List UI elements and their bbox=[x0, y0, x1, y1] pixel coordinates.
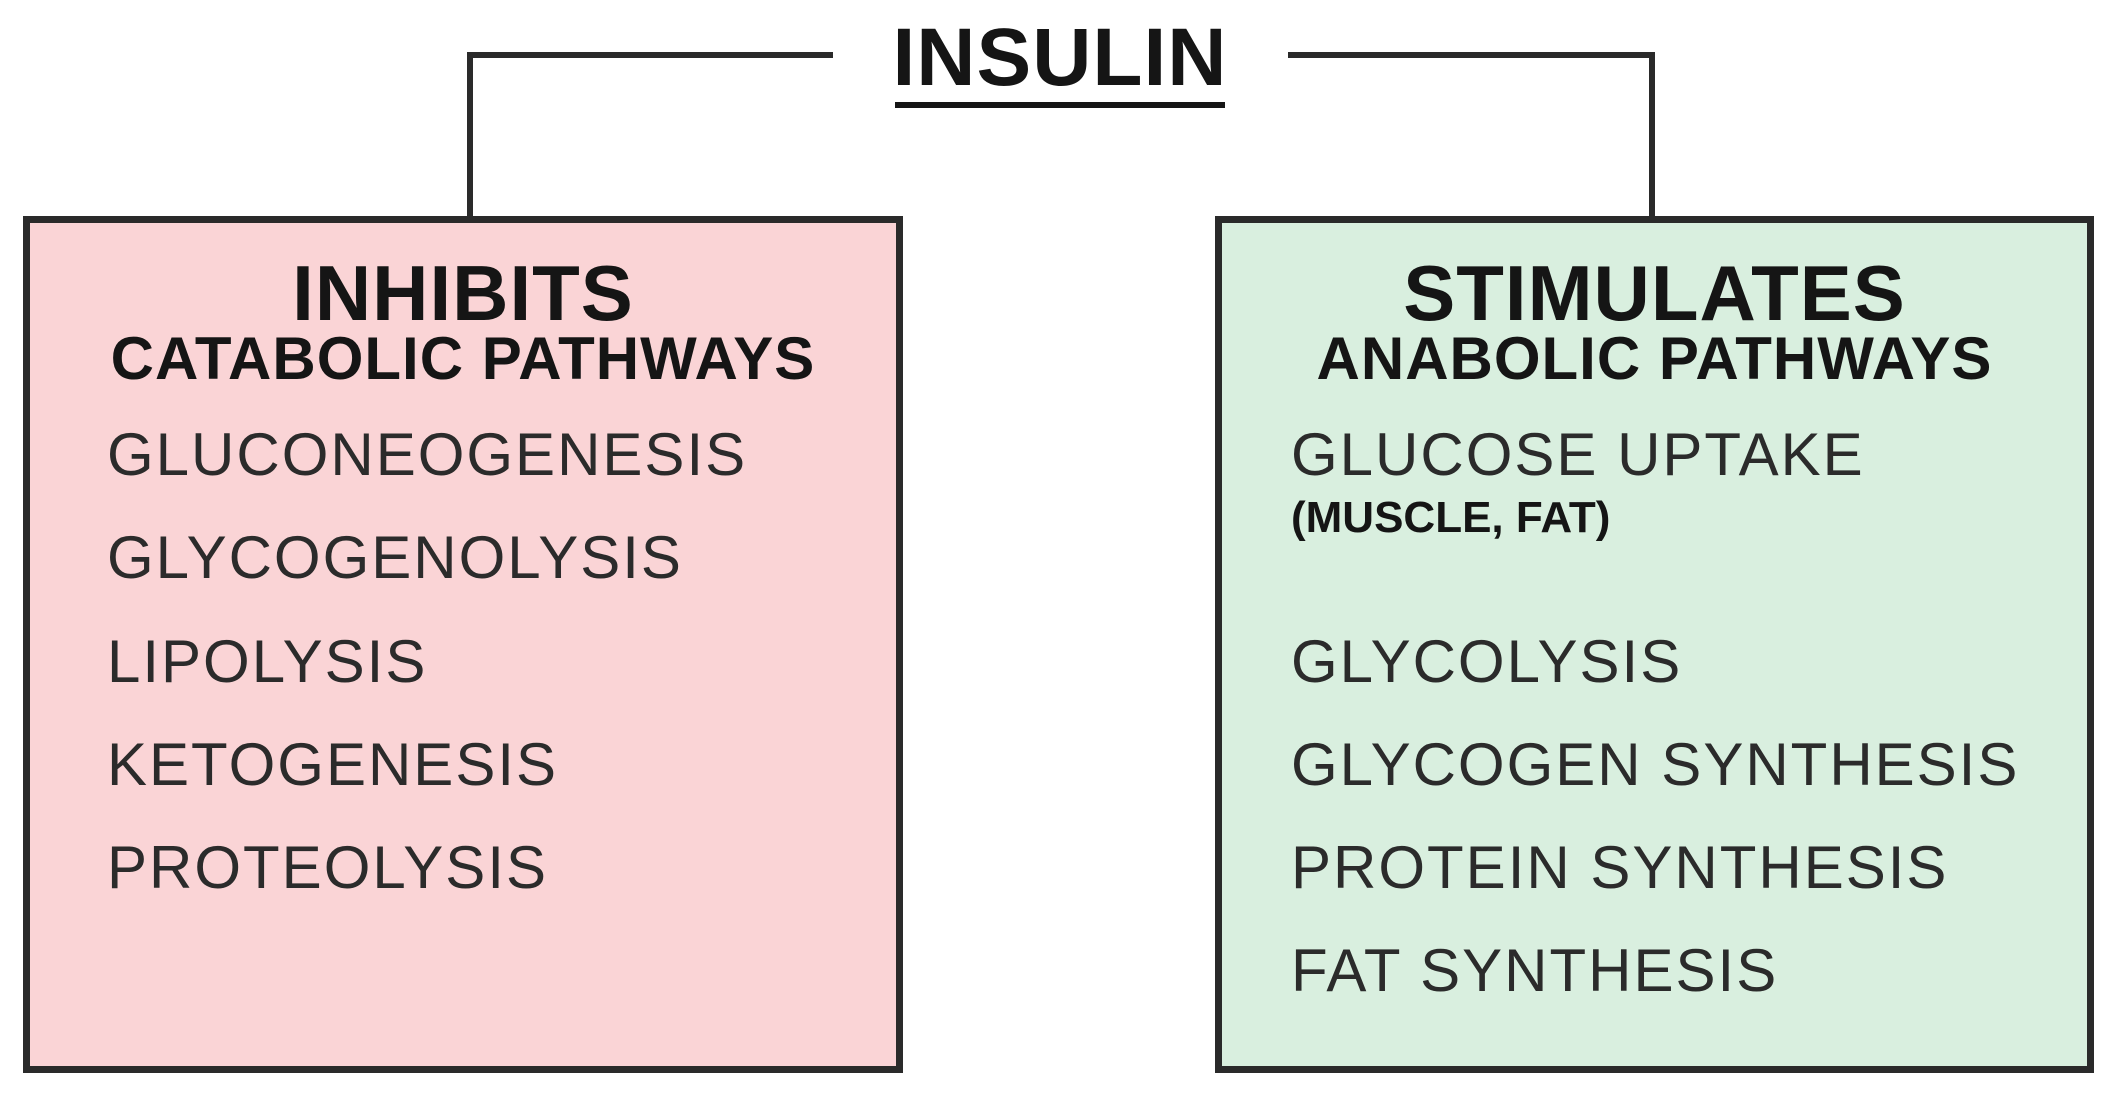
inhibits-item-proteolysis: PROTEOLYSIS bbox=[107, 834, 549, 901]
stimulates-item-glycogen-synthesis: GLYCOGEN SYNTHESIS bbox=[1291, 731, 2020, 798]
stimulates-box: STIMULATES ANABOLIC PATHWAYS GLUCOSE UPT… bbox=[1215, 216, 2094, 1073]
diagram-title: INSULIN bbox=[892, 12, 1228, 103]
glucose-uptake-note: (MUSCLE, FAT) bbox=[1291, 493, 1611, 542]
stimulates-item-glucose-uptake: GLUCOSE UPTAKE bbox=[1291, 421, 1865, 488]
anabolic-subheading: ANABOLIC PATHWAYS bbox=[1316, 325, 1993, 392]
inhibits-heading: INHIBITS bbox=[292, 249, 634, 337]
catabolic-subheading: CATABOLIC PATHWAYS bbox=[110, 325, 816, 392]
stimulates-item-glycolysis: GLYCOLYSIS bbox=[1291, 628, 1683, 695]
inhibits-item-lipolysis: LIPOLYSIS bbox=[107, 628, 428, 695]
stimulates-item-protein-synthesis: PROTEIN SYNTHESIS bbox=[1291, 834, 1949, 901]
right-connector-line bbox=[1288, 52, 1655, 216]
inhibits-item-ketogenesis: KETOGENESIS bbox=[107, 731, 559, 798]
inhibits-item-gluconeogenesis: GLUCONEOGENESIS bbox=[107, 421, 748, 488]
title-underline bbox=[895, 102, 1225, 108]
inhibits-item-glycogenolysis: GLYCOGENOLYSIS bbox=[107, 524, 683, 591]
stimulates-item-fat-synthesis: FAT SYNTHESIS bbox=[1291, 937, 1779, 1004]
stimulates-heading: STIMULATES bbox=[1403, 249, 1906, 337]
inhibits-box: INHIBITS CATABOLIC PATHWAYS GLUCONEOGENE… bbox=[23, 216, 903, 1073]
left-connector-line bbox=[467, 52, 833, 216]
